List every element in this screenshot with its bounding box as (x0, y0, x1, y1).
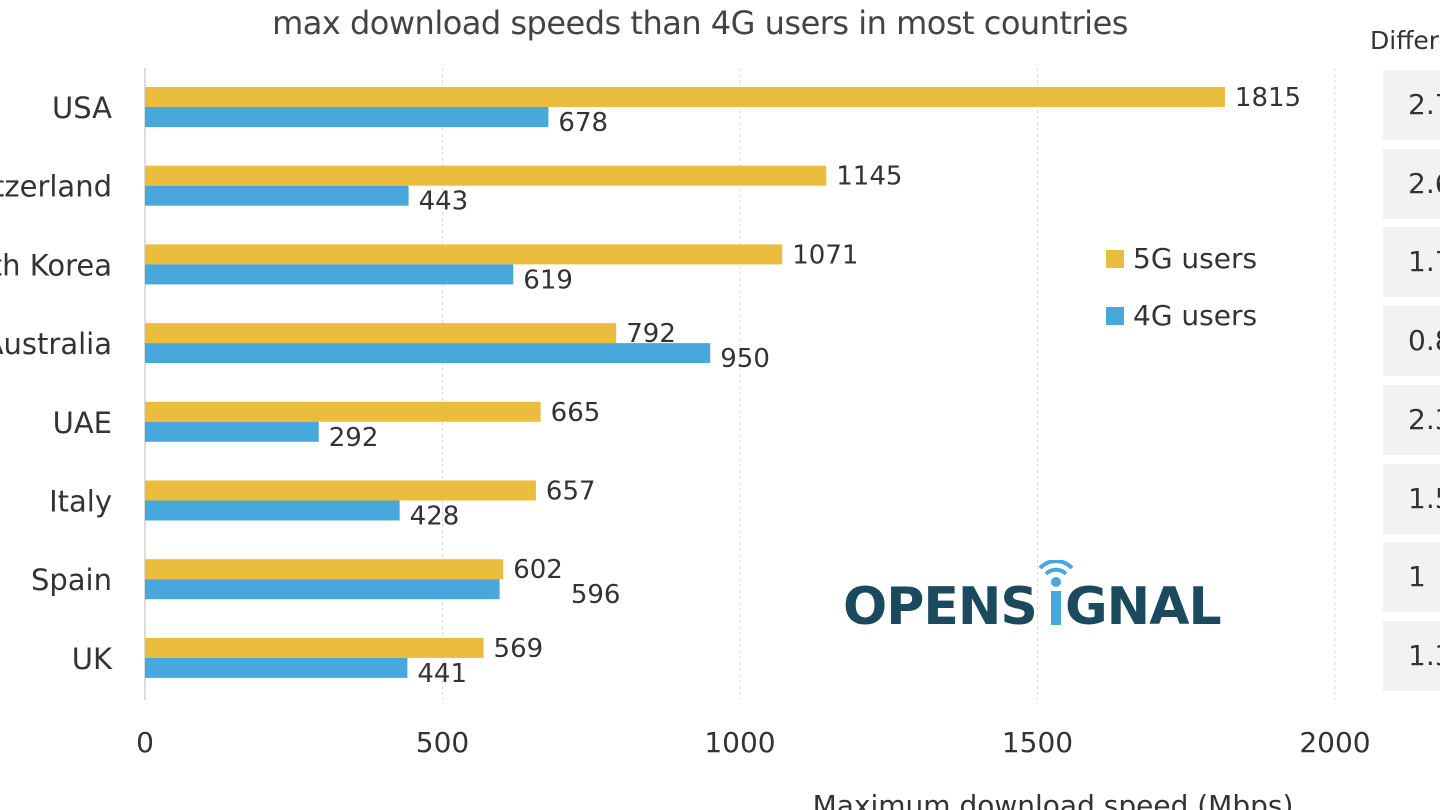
bar-5g (145, 165, 827, 186)
category-label: Spain (31, 563, 112, 597)
svg-text:OPENS: OPENS (843, 577, 1037, 630)
data-label: 441 (417, 659, 467, 689)
data-label: 1145 (836, 162, 902, 192)
bar-4g (145, 107, 549, 127)
x-tick-label: 2000 (1299, 726, 1370, 759)
data-label: 619 (523, 265, 573, 295)
x-tick-label: 500 (416, 726, 469, 759)
difference-value: 1 (1383, 542, 1440, 613)
x-tick-label: 1000 (704, 726, 775, 759)
bar-4g (145, 657, 408, 678)
bar-5g (145, 637, 484, 658)
difference-value: 2.3 (1383, 384, 1440, 455)
bar-5g (145, 559, 504, 580)
category-label: UAE (53, 406, 112, 440)
chart-title: max download speeds than 4G users in mos… (272, 4, 1128, 42)
legend-swatch (1106, 307, 1124, 325)
data-label: 950 (720, 344, 770, 374)
data-label: 602 (513, 555, 563, 585)
data-label: 443 (419, 187, 469, 217)
category-label: Australia (0, 327, 112, 361)
legend-label: 4G users (1133, 299, 1257, 332)
x-tick-label: 0 (136, 726, 154, 759)
difference-value: 2.7 (1383, 70, 1440, 140)
category-label: USA (52, 91, 112, 125)
difference-value: 1.3 (1383, 620, 1440, 691)
difference-value: 0.8 (1383, 306, 1440, 377)
bar-4g (145, 185, 409, 206)
bar-5g (145, 323, 617, 344)
category-label: Switzerland (0, 170, 112, 204)
opensignal-logo: OPENS GNAL (843, 560, 1222, 630)
difference-header: Difference (1370, 26, 1440, 55)
data-label: 657 (546, 477, 596, 507)
x-tick-label: 1500 (1002, 726, 1073, 759)
category-label: Italy (49, 485, 112, 519)
data-label: 596 (571, 580, 621, 610)
data-label: 665 (551, 398, 601, 428)
data-label: 292 (329, 423, 379, 453)
x-axis-label: Maximum download speed (Mbps) (813, 789, 1294, 810)
data-label: 1071 (792, 240, 858, 270)
category-label: South Korea (0, 248, 112, 282)
bar-5g (145, 480, 536, 501)
data-label: 1815 (1235, 83, 1301, 113)
bar-4g (145, 500, 400, 521)
legend-swatch (1106, 250, 1124, 268)
bar-4g (145, 264, 514, 285)
difference-value: 1.7 (1383, 227, 1440, 298)
data-label: 569 (494, 634, 544, 664)
difference-value: 1.5 (1383, 463, 1440, 534)
category-label: UK (72, 642, 113, 676)
data-label: 678 (558, 108, 608, 138)
bar-4g (145, 343, 711, 364)
bar-5g (145, 87, 1225, 107)
difference-value: 2.6 (1383, 148, 1440, 219)
legend-label: 5G users (1133, 242, 1257, 275)
bar-5g (145, 244, 783, 265)
bar-4g (145, 421, 319, 442)
svg-text:GNAL: GNAL (1065, 577, 1221, 630)
bar-5g (145, 401, 541, 422)
bar-4g (145, 579, 500, 600)
data-label: 428 (410, 502, 460, 532)
